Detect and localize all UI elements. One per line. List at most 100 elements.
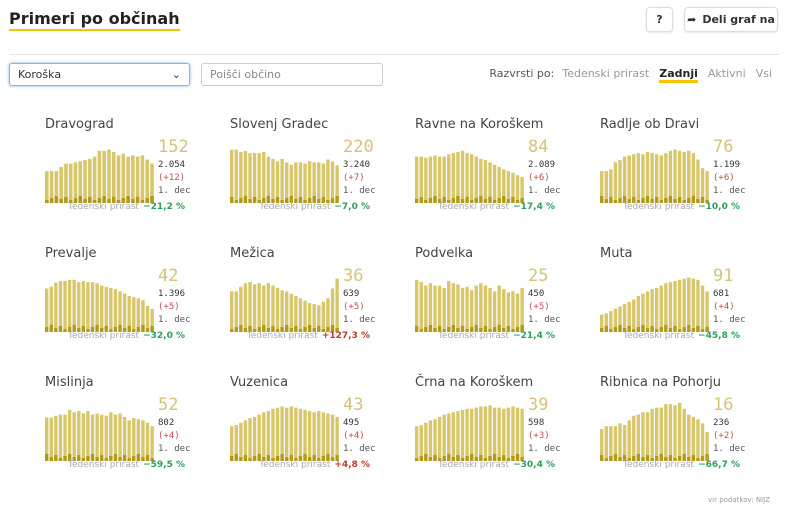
bar xyxy=(95,413,99,461)
bar-new-cases xyxy=(497,198,501,203)
bar-new-cases xyxy=(465,456,469,461)
sort-option-all[interactable]: Vsi xyxy=(755,67,772,80)
bar xyxy=(682,408,686,461)
bar xyxy=(239,422,243,461)
growth-label: Tedenski prirast xyxy=(438,331,510,341)
municipality-card[interactable]: Prevalje 42 1.396 (+5) 1. dec Tedenski p… xyxy=(45,246,215,361)
bar-new-cases xyxy=(113,327,118,332)
bar xyxy=(456,411,460,461)
bar-new-cases xyxy=(419,456,423,461)
active-cases: 36 xyxy=(343,266,364,286)
bar xyxy=(239,151,243,203)
bar-new-cases xyxy=(298,197,303,203)
municipality-card[interactable]: Muta 91 681 (+4) 1. dec Tedenski prirast… xyxy=(600,246,770,361)
growth-value: −45,8 % xyxy=(698,331,740,341)
bar xyxy=(437,156,442,203)
bar-new-cases xyxy=(107,199,111,203)
bar xyxy=(289,406,293,461)
bar-new-cases xyxy=(700,329,705,332)
bar xyxy=(691,153,696,203)
municipality-card[interactable]: Dravograd 152 2.054 (+12) 1. dec Tedensk… xyxy=(45,117,215,232)
bar-new-cases xyxy=(627,458,631,461)
bar-new-cases xyxy=(275,197,280,203)
date: 1. dec xyxy=(343,186,376,196)
municipality-card[interactable]: Ribnica na Pohorju 16 236 (+2) 1. dec Te… xyxy=(600,375,770,490)
bar-new-cases xyxy=(497,325,501,332)
bar-new-cases xyxy=(252,197,257,203)
municipality-card[interactable]: Vuzenica 43 495 (+4) 1. dec Tedenski pri… xyxy=(230,375,400,490)
bar-new-cases xyxy=(613,454,618,461)
bar xyxy=(687,277,691,332)
bar-chart xyxy=(45,149,154,203)
weekly-growth: Tedenski prirast −7,0 % xyxy=(259,202,370,212)
municipality-card[interactable]: Ravne na Koroškem 84 2.089 (+6) 1. dec T… xyxy=(415,117,585,232)
bar xyxy=(456,284,460,332)
municipality-card[interactable]: Mežica 36 639 (+5) 1. dec Tedenski prira… xyxy=(230,246,400,361)
bar xyxy=(474,156,478,203)
bar-new-cases xyxy=(632,329,636,332)
municipality-name: Dravograd xyxy=(45,117,114,132)
bar xyxy=(419,425,423,461)
region-select[interactable]: Koroška ⌄ xyxy=(9,63,190,86)
bar-new-cases xyxy=(150,326,154,332)
bar-new-cases xyxy=(49,325,53,332)
bar-new-cases xyxy=(271,326,275,332)
bar xyxy=(470,290,474,332)
sort-option-latest[interactable]: Zadnji xyxy=(659,67,698,83)
municipality-card[interactable]: Črna na Koroškem 39 598 (+3) 1. dec Tede… xyxy=(415,375,585,490)
bar-new-cases xyxy=(92,200,97,203)
bar-new-cases xyxy=(609,197,613,203)
municipality-card[interactable]: Podvelka 25 450 (+5) 1. dec Tedenski pri… xyxy=(415,246,585,361)
bar xyxy=(479,283,483,332)
bar-new-cases xyxy=(294,199,298,203)
bar-new-cases xyxy=(668,196,673,203)
bar-new-cases xyxy=(705,454,709,461)
bar-new-cases xyxy=(437,326,442,332)
bar-new-cases xyxy=(45,454,49,461)
bar xyxy=(150,426,154,461)
municipality-card[interactable]: Slovenj Gradec 220 3.240 (+7) 1. dec Ted… xyxy=(230,117,400,232)
daily-change: (+3) xyxy=(528,431,550,441)
sort-option-growth[interactable]: Tedenski prirast xyxy=(562,67,650,80)
bar xyxy=(312,304,316,332)
bar-new-cases xyxy=(248,199,252,203)
bar xyxy=(627,155,631,203)
bar xyxy=(604,313,608,332)
bar-new-cases xyxy=(230,456,234,461)
bar xyxy=(447,413,451,461)
active-cases: 42 xyxy=(158,266,179,286)
municipality-card[interactable]: Radlje ob Dravi 76 1.199 (+6) 1. dec Ted… xyxy=(600,117,770,232)
bar xyxy=(600,314,604,332)
share-button[interactable]: ➦ Deli graf na xyxy=(684,7,778,32)
bar xyxy=(335,416,339,461)
growth-label: Tedenski prirast xyxy=(623,202,695,212)
municipality-card[interactable]: Mislinja 52 802 (+4) 1. dec Tedenski pri… xyxy=(45,375,215,490)
bar-new-cases xyxy=(49,457,53,461)
bar-new-cases xyxy=(636,454,641,461)
active-cases: 39 xyxy=(528,395,549,415)
bar-new-cases xyxy=(54,328,58,332)
help-button[interactable]: ? xyxy=(646,7,673,32)
bar-new-cases xyxy=(696,199,700,203)
bar-new-cases xyxy=(294,458,298,461)
municipality-name: Muta xyxy=(600,246,633,261)
bar-new-cases xyxy=(488,329,492,332)
bar-new-cases xyxy=(78,196,83,203)
bar xyxy=(682,278,686,332)
search-placeholder: Poišči občino xyxy=(210,68,281,81)
bar xyxy=(122,416,127,461)
bar-new-cases xyxy=(131,199,135,203)
bar-new-cases xyxy=(437,199,442,203)
bar xyxy=(447,154,451,203)
sort-option-active[interactable]: Aktivni xyxy=(707,67,746,80)
bar-new-cases xyxy=(67,327,72,332)
bar xyxy=(248,418,252,461)
bar-new-cases xyxy=(239,198,243,203)
search-input[interactable]: Poišči občino xyxy=(201,63,383,86)
bar-new-cases xyxy=(632,197,636,203)
bar-new-cases xyxy=(664,457,668,461)
bar xyxy=(136,419,141,461)
daily-change: (+12) xyxy=(158,173,186,183)
bar-new-cases xyxy=(54,196,59,203)
bar xyxy=(460,150,465,203)
